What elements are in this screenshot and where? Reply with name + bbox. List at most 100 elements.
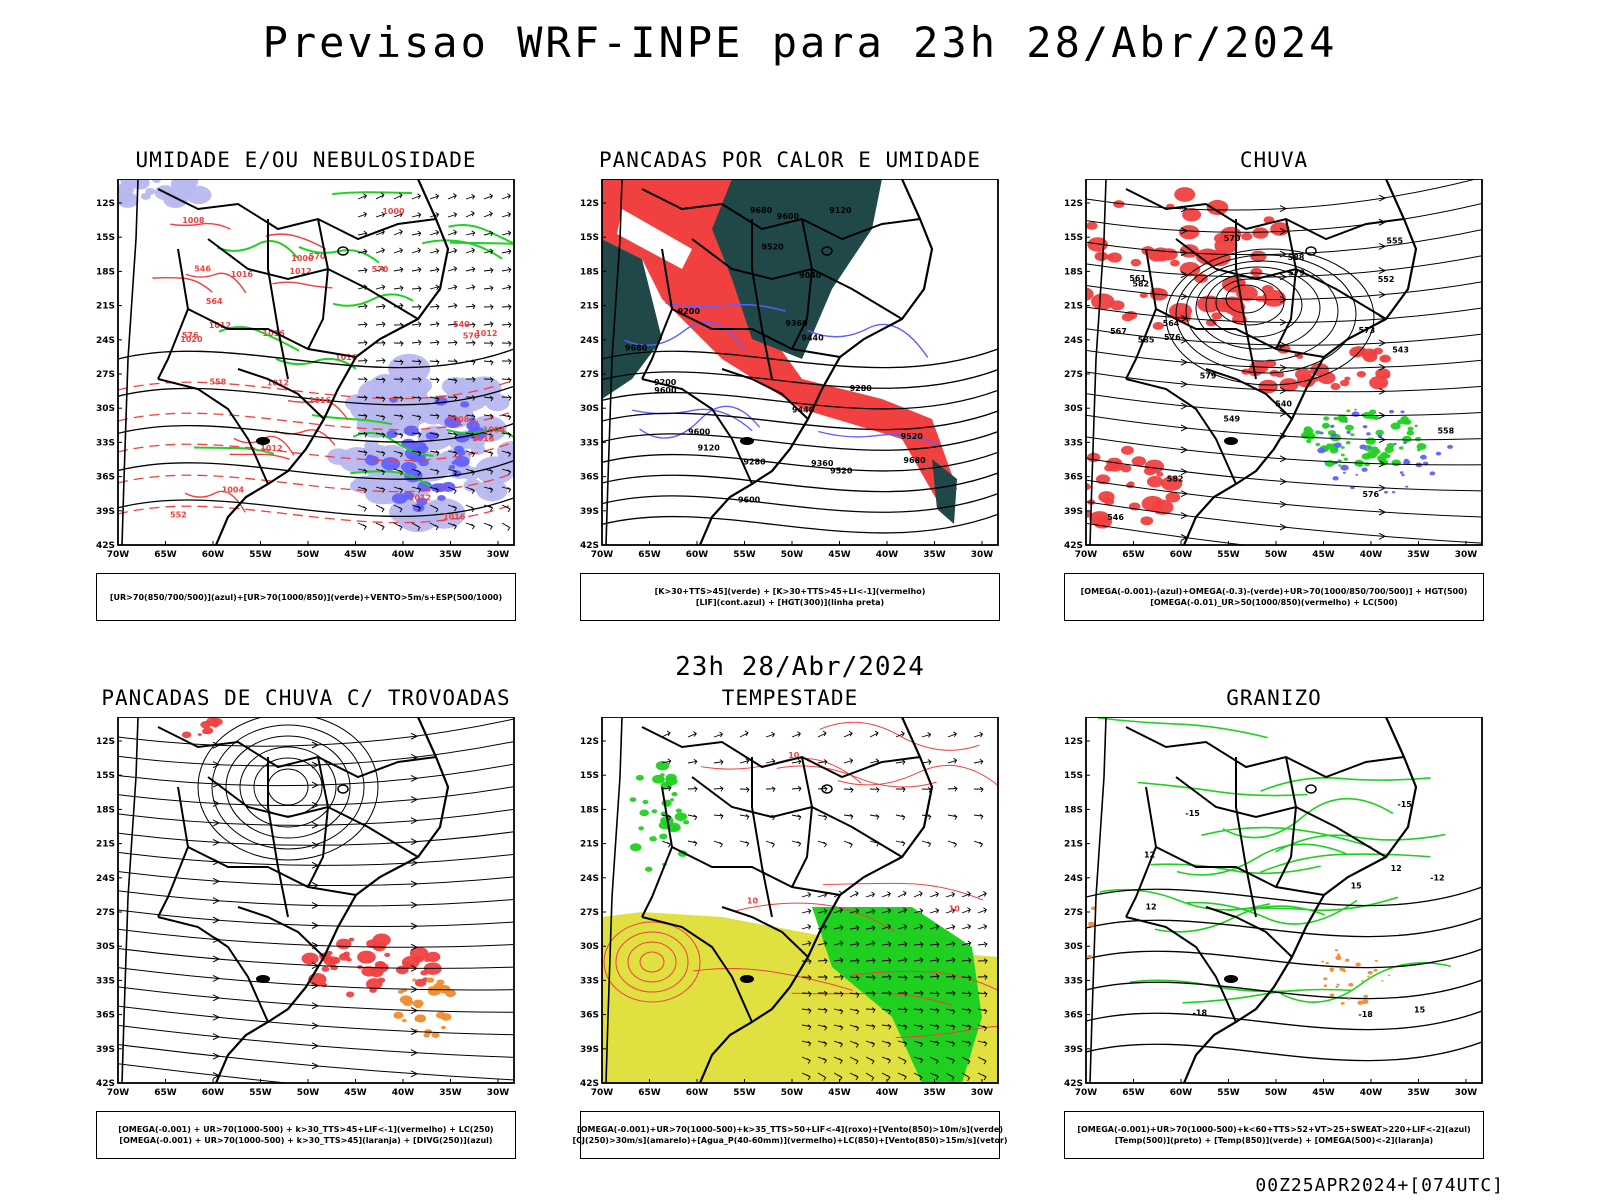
humidity-high-area — [470, 444, 486, 455]
strong-wind-area — [644, 866, 653, 872]
weak-ascent-area — [1354, 408, 1357, 411]
wind-vector — [375, 284, 386, 290]
wind-vector — [945, 990, 956, 997]
streamline — [118, 871, 514, 887]
wind-vector — [929, 941, 940, 948]
lon-tick-label: 65W — [638, 550, 661, 560]
map-pancadas-calor: 9680 9680 9680 9600 9600 9520 9600 9520 9440 9360… — [580, 179, 999, 560]
wind-vector — [913, 1040, 924, 1048]
wind-vector — [801, 923, 812, 930]
border-line — [1125, 378, 1237, 485]
temp-850-contour — [1260, 853, 1431, 873]
contour-label: 570 — [372, 265, 389, 274]
map-frame — [117, 717, 515, 1084]
wind-vector — [393, 247, 404, 254]
strong-ascent-area — [1340, 446, 1345, 449]
streamline — [118, 1024, 514, 1058]
contour-label: 555 — [1386, 236, 1403, 245]
wind-vector — [869, 730, 879, 738]
wind-vector — [765, 758, 776, 765]
wind-vector — [447, 229, 458, 236]
wind-vector — [833, 1056, 843, 1064]
wind-vector — [929, 1056, 939, 1065]
strong-wind-area — [674, 812, 688, 822]
thunderstorm-area — [365, 978, 383, 990]
wind-vector — [466, 376, 476, 383]
lon-tick-label: 35W — [923, 1088, 946, 1098]
lat-tick-label: 15S — [580, 771, 599, 781]
wind-vector — [393, 376, 404, 383]
low-level-humidity-line — [217, 240, 299, 259]
lat-tick-label: 42S — [580, 541, 599, 551]
contour-label: 9120 — [829, 206, 852, 215]
wind-vector — [895, 786, 906, 793]
precipitable-water-contour — [895, 1025, 998, 1039]
lon-tick-label: 70W — [1075, 1088, 1098, 1098]
wind-vector — [849, 941, 860, 947]
lon-tick-label: 30W — [487, 550, 510, 560]
lat-tick-label: 33S — [96, 438, 115, 448]
rain-area — [1279, 378, 1299, 392]
wind-vector — [411, 431, 422, 438]
strong-ascent-area — [1414, 424, 1418, 427]
flow-arrow — [410, 985, 419, 993]
lat-tick-label: 24S — [580, 874, 599, 884]
wind-vector — [977, 958, 988, 964]
wind-vector — [393, 266, 404, 273]
lat-tick-label: 36S — [96, 1011, 115, 1021]
weak-ascent-area — [1333, 442, 1342, 448]
wind-vector — [791, 840, 802, 847]
thunderstorm-area — [345, 991, 355, 998]
flow-arrow — [1180, 424, 1189, 432]
contour-label: 1004 — [222, 485, 245, 494]
lon-tick-label: 65W — [1122, 550, 1145, 560]
rain-area — [1351, 346, 1367, 357]
rain-area — [1261, 289, 1286, 307]
wind-vector — [801, 1072, 811, 1081]
streamline — [1086, 281, 1482, 301]
wind-vector — [961, 907, 971, 914]
streamline — [1086, 458, 1482, 492]
wind-vector — [801, 991, 812, 997]
lat-tick-label: 39S — [580, 1045, 599, 1055]
wind-vector — [429, 303, 440, 310]
rain-area — [1121, 313, 1134, 322]
thickness-contour — [118, 379, 514, 400]
strong-wind-area — [642, 799, 649, 805]
temp-850-contour — [1280, 962, 1451, 1003]
flow-arrow — [212, 897, 221, 905]
streamline — [118, 718, 514, 747]
wind-vector — [897, 907, 908, 914]
wind-vector — [945, 924, 956, 930]
border-line — [157, 188, 437, 241]
flow-arrow — [311, 901, 320, 909]
wind-vector — [393, 395, 404, 402]
strong-ascent-area — [1340, 453, 1345, 457]
clear-gap — [617, 209, 692, 269]
wind-vector — [465, 414, 476, 420]
strong-ascent-area — [1390, 422, 1401, 430]
wind-vector — [687, 786, 698, 792]
streamline — [118, 831, 514, 846]
wind-vector — [465, 210, 475, 218]
wind-vector — [843, 787, 854, 793]
streamline — [1086, 255, 1482, 278]
contour-label: 1016 — [443, 513, 466, 522]
flow-arrow — [212, 916, 221, 924]
wind-vector — [865, 974, 876, 981]
flow-arrow — [1279, 341, 1288, 349]
lon-tick-label: 55W — [249, 550, 272, 560]
wind-vector — [411, 193, 422, 200]
wind-vector — [465, 432, 476, 438]
wind-vector — [501, 468, 512, 476]
flow-arrow — [1279, 455, 1288, 463]
humidity-high-area — [118, 192, 139, 208]
wind-vector — [357, 468, 368, 475]
weak-ascent-area — [1342, 471, 1346, 474]
humidity-high-area — [389, 387, 430, 416]
wind-vector — [429, 504, 439, 513]
legend-box: [OMEGA(-0.001)+UR>70(1000-500)+k<60+TTS>… — [1064, 1111, 1484, 1159]
wind-vector — [849, 992, 860, 998]
wind-vector — [429, 339, 440, 346]
wind-vector — [447, 450, 458, 457]
